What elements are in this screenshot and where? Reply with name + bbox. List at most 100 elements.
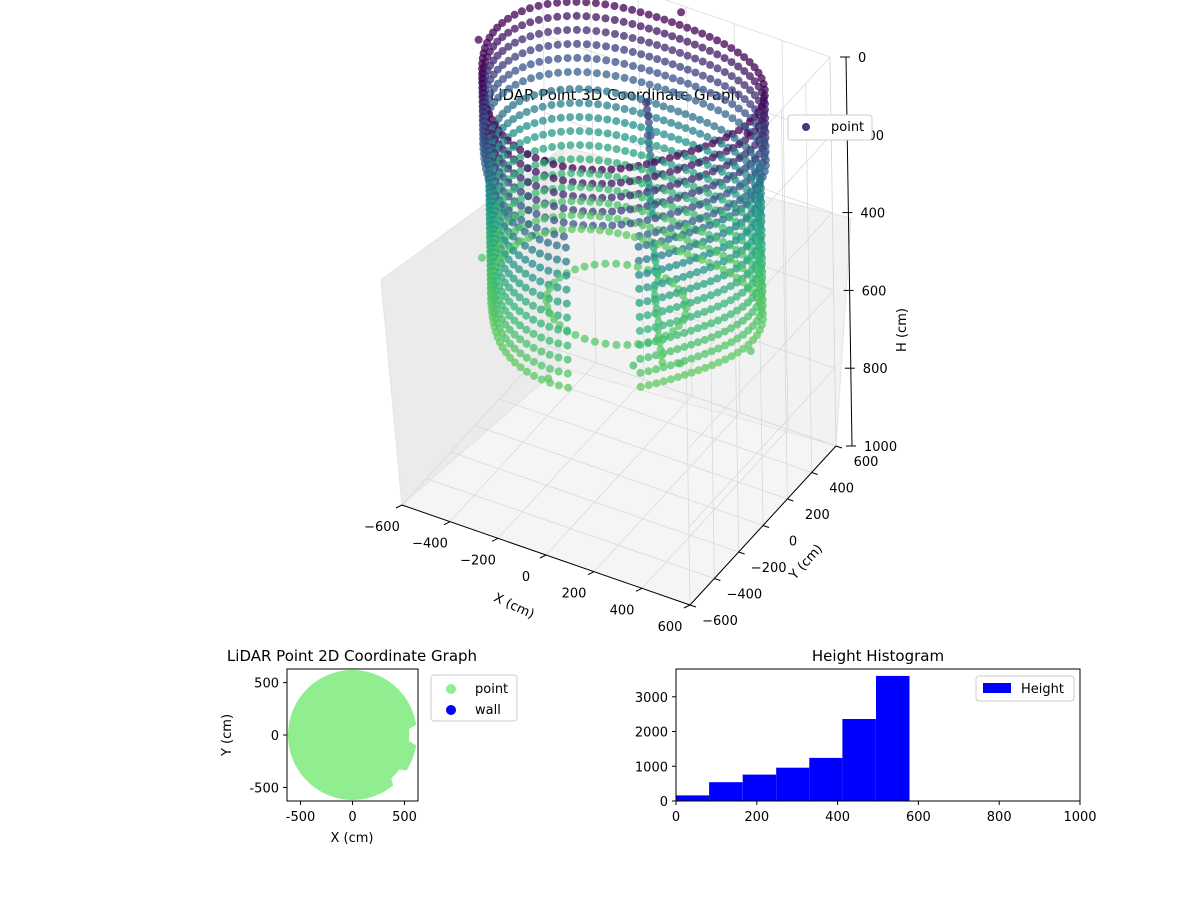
data-point-3d xyxy=(720,54,729,63)
data-point-3d xyxy=(695,186,704,195)
data-point-3d xyxy=(682,180,691,189)
x-tick-label-3d: −600 xyxy=(364,520,400,535)
data-point-3d xyxy=(562,0,571,7)
data-point-3d xyxy=(714,330,723,339)
data-point-3d xyxy=(736,196,745,205)
data-point-3d xyxy=(537,375,546,384)
data-point-3d xyxy=(728,100,737,109)
data-point-3d xyxy=(709,209,718,218)
data-point-3d xyxy=(556,85,565,94)
data-point-3d xyxy=(687,368,696,377)
data-point-3d xyxy=(535,235,544,244)
data-point-3d xyxy=(701,349,709,358)
data-point-3d xyxy=(531,154,540,162)
data-point-3d xyxy=(612,340,621,349)
x-tick-mark-3d xyxy=(539,554,547,559)
data-point-3d xyxy=(745,72,754,81)
data-point-3d xyxy=(526,46,535,55)
data-point-3d xyxy=(700,335,709,344)
data-point-3d xyxy=(733,348,742,357)
data-point-3d xyxy=(576,197,585,206)
histogram-bar xyxy=(876,675,910,801)
scatter-3d-chart: LiDAR Point 3D Coordinate Graph −600−400… xyxy=(364,0,910,635)
data-point-3d xyxy=(604,199,613,208)
data-point-3d xyxy=(524,178,532,187)
data-point-3d xyxy=(703,118,712,127)
data-point-3d xyxy=(658,279,667,288)
data-point-3d xyxy=(563,355,572,364)
data-point-3d xyxy=(681,124,690,133)
data-point-3d xyxy=(584,85,593,94)
data-point-3d xyxy=(567,225,576,234)
data-point-3d xyxy=(528,259,537,268)
data-point-3d xyxy=(592,69,601,78)
data-point-3d xyxy=(611,72,620,80)
data-point-3d xyxy=(504,28,513,37)
data-point-3d xyxy=(635,298,644,307)
data-point-3d xyxy=(657,251,666,260)
data-point-3d xyxy=(673,345,682,354)
data-point-3d xyxy=(687,175,696,184)
data-point-3d xyxy=(694,352,703,361)
data-point-3d xyxy=(628,107,637,115)
data-point-3d xyxy=(586,197,595,206)
data-point-3d xyxy=(706,277,715,286)
data-point-3d xyxy=(518,35,527,44)
data-point-3d xyxy=(522,311,531,320)
data-point-3d xyxy=(602,87,611,96)
data-point-3d xyxy=(727,44,736,53)
data-point-3d xyxy=(604,213,613,222)
data-point-3d xyxy=(538,88,547,97)
data-point-3d xyxy=(515,97,524,106)
data-point-3d xyxy=(563,341,572,350)
data-point-3d xyxy=(517,216,526,224)
data-point-3d xyxy=(535,43,544,52)
data-point-3d xyxy=(518,21,527,30)
data-point-3d xyxy=(611,30,619,38)
x-tick-mark-3d xyxy=(587,571,595,576)
data-point-3d xyxy=(738,278,747,287)
scatter-2d-chart: LiDAR Point 2D Coordinate Graph -500 0 500… xyxy=(220,647,518,846)
data-point-3d xyxy=(590,260,599,269)
data-point-3d xyxy=(543,0,552,8)
data-point-3d xyxy=(738,302,747,311)
y-tick-label-3d: 600 xyxy=(854,455,879,470)
data-point-3d xyxy=(621,133,629,141)
data-point-3d xyxy=(642,98,651,107)
data-point-3d xyxy=(536,291,545,300)
data-point-3d xyxy=(601,339,610,348)
data-point-3d xyxy=(540,200,549,209)
data-point-3d xyxy=(553,12,562,21)
data-point-3d xyxy=(530,119,539,128)
data-point-3d xyxy=(680,342,689,351)
data-point-3d xyxy=(557,183,566,192)
data-point-3d xyxy=(522,122,531,130)
data-point-3d xyxy=(636,340,645,349)
data-point-3d xyxy=(650,158,659,167)
data-point-3d xyxy=(623,340,632,349)
data-point-3d xyxy=(510,302,519,311)
data-point-3d xyxy=(619,3,628,12)
data-point-3d xyxy=(666,210,675,219)
data-point-3d xyxy=(612,145,621,154)
data-point-3d xyxy=(666,182,675,191)
data-point-3d xyxy=(626,205,635,214)
data-point-3d xyxy=(558,225,567,234)
data-point-3d xyxy=(538,116,547,125)
data-point-3d xyxy=(506,339,514,348)
data-point-3d xyxy=(544,56,553,64)
data-point-3d xyxy=(539,158,548,167)
data-point-3d xyxy=(602,56,611,65)
data-point-3d xyxy=(691,68,700,77)
data-point-3d xyxy=(673,373,682,382)
data-point-3d xyxy=(637,78,646,87)
legend-label-point-2d: point xyxy=(475,682,508,697)
data-point-3d xyxy=(505,283,514,292)
data-point-3d xyxy=(510,10,519,19)
z-tick-label-3d: 800 xyxy=(863,362,888,377)
data-point-3d xyxy=(643,269,651,278)
data-point-3d xyxy=(676,247,685,256)
data-point-3d xyxy=(592,13,601,22)
data-point-3d xyxy=(644,367,653,376)
point-region-2d xyxy=(288,670,417,800)
